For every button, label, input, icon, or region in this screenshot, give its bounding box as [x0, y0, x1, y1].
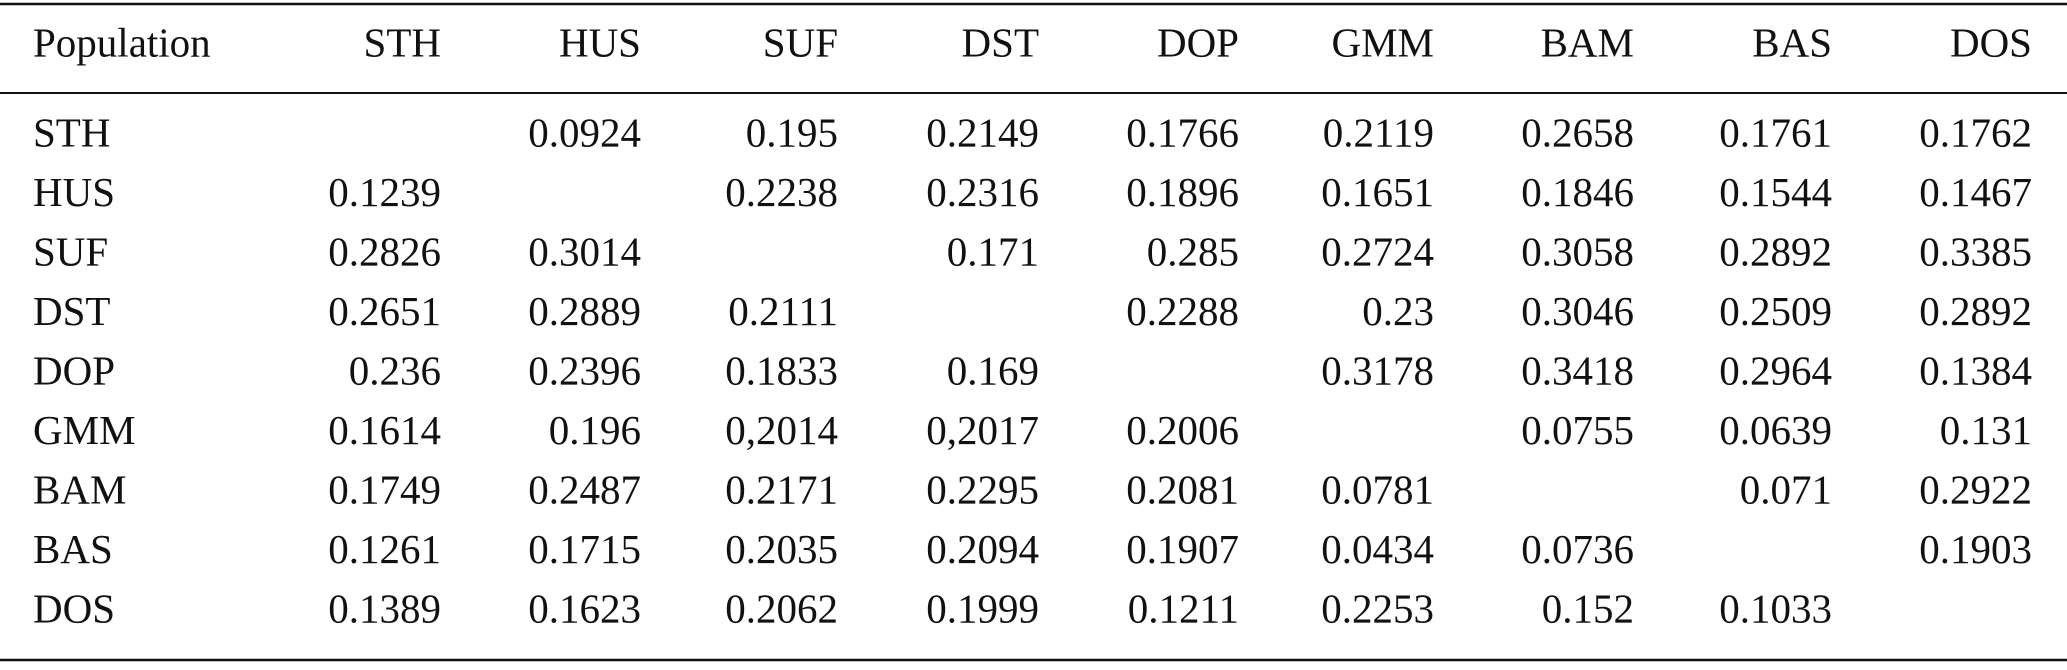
table-cell: 0.3046 — [1521, 288, 1634, 334]
table-cell: 0.2922 — [1919, 466, 2032, 512]
table-cell: 0.1896 — [1126, 169, 1239, 215]
table-cell: 0.2119 — [1323, 109, 1434, 155]
table-cell: 0.1762 — [1919, 109, 2032, 155]
table-cell: 0.1715 — [528, 526, 641, 572]
table-cell: 0.2238 — [725, 169, 838, 215]
table-cell: 0.2892 — [1719, 228, 1832, 274]
table-cell: 0.1211 — [1128, 585, 1239, 631]
table-cell: 0.2149 — [926, 109, 1039, 155]
table-cell: 0.1766 — [1126, 109, 1239, 155]
table-cell: 0.0924 — [528, 109, 641, 155]
table-cell: 0.0434 — [1321, 526, 1434, 572]
table-cell: 0.2651 — [328, 288, 441, 334]
table-cell: 0.3178 — [1321, 347, 1434, 393]
table-cell: 0.3418 — [1521, 347, 1634, 393]
header-cell: GMM — [1331, 19, 1434, 65]
row-label: BAM — [33, 466, 126, 512]
row-label: HUS — [33, 169, 115, 215]
header-cell: BAS — [1752, 19, 1832, 65]
row-label: DST — [33, 288, 110, 334]
table-cell: 0.1239 — [328, 169, 441, 215]
table-cell: 0.1749 — [328, 466, 441, 512]
row-label: BAS — [33, 526, 113, 572]
table-cell: 0.0736 — [1521, 526, 1634, 572]
row-label: STH — [33, 109, 110, 155]
table-cell: 0.2081 — [1126, 466, 1239, 512]
header-cell: SUF — [763, 19, 838, 65]
table-cell: 0.2964 — [1719, 347, 1832, 393]
table-cell: 0.131 — [1940, 407, 2032, 453]
header-cell: Population — [33, 19, 211, 65]
table-cell: 0.2035 — [725, 526, 838, 572]
row-label: GMM — [33, 407, 136, 453]
table-cell: 0.2253 — [1321, 585, 1434, 631]
table-cell: 0.3385 — [1919, 228, 2032, 274]
header-cell: DOS — [1950, 19, 2032, 65]
table-cell: 0.1761 — [1719, 109, 1832, 155]
table-cell: 0.169 — [947, 347, 1039, 393]
table-cell: 0.2295 — [926, 466, 1039, 512]
table-cell: 0.2724 — [1321, 228, 1434, 274]
header-cell: BAM — [1541, 19, 1634, 65]
table-cell: 0,2014 — [725, 407, 838, 453]
table-cell: 0,2017 — [926, 407, 1039, 453]
table-cell: 0.1623 — [528, 585, 641, 631]
table-cell: 0.2171 — [725, 466, 838, 512]
table-cell: 0.1544 — [1719, 169, 1832, 215]
table-cell: 0.2658 — [1521, 109, 1634, 155]
header-cell: STH — [364, 19, 441, 65]
header-cell: DOP — [1157, 19, 1239, 65]
table-cell: 0.285 — [1147, 228, 1239, 274]
table-cell: 0.1833 — [725, 347, 838, 393]
table-cell: 0.2288 — [1126, 288, 1239, 334]
table-cell: 0.1907 — [1126, 526, 1239, 572]
table-cell: 0.0639 — [1719, 407, 1832, 453]
table-cell: 0.2062 — [725, 585, 838, 631]
table-cell: 0.23 — [1362, 288, 1434, 334]
table-cell: 0.1903 — [1919, 526, 2032, 572]
table-cell: 0.2111 — [728, 288, 838, 334]
table-cell: 0.071 — [1740, 466, 1832, 512]
table-cell: 0.1467 — [1919, 169, 2032, 215]
table-cell: 0.2826 — [328, 228, 441, 274]
table-cell: 0.2006 — [1126, 407, 1239, 453]
table-cell: 0.0755 — [1521, 407, 1634, 453]
row-label: DOP — [33, 347, 115, 393]
row-label: DOS — [33, 585, 115, 631]
table-cell: 0.1614 — [328, 407, 441, 453]
table-cell: 0.2889 — [528, 288, 641, 334]
table-cell: 0.171 — [947, 228, 1039, 274]
table-cell: 0.2316 — [926, 169, 1039, 215]
table-cell: 0.0781 — [1321, 466, 1434, 512]
table-cell: 0.2509 — [1719, 288, 1832, 334]
table-cell: 0.2487 — [528, 466, 641, 512]
table-cell: 0.2094 — [926, 526, 1039, 572]
table-cell: 0.1033 — [1719, 585, 1832, 631]
table-cell: 0.1261 — [328, 526, 441, 572]
table-cell: 0.1384 — [1919, 347, 2032, 393]
table-cell: 0.195 — [746, 109, 838, 155]
header-cell: HUS — [559, 19, 641, 65]
table-cell: 0.2892 — [1919, 288, 2032, 334]
table-cell: 0.1999 — [926, 585, 1039, 631]
table-cell: 0.1389 — [328, 585, 441, 631]
table-cell: 0.196 — [549, 407, 641, 453]
header-cell: DST — [962, 19, 1039, 65]
table-cell: 0.1651 — [1321, 169, 1434, 215]
table-cell: 0.152 — [1542, 585, 1634, 631]
table-cell: 0.1846 — [1521, 169, 1634, 215]
table-cell: 0.3058 — [1521, 228, 1634, 274]
table-cell: 0.236 — [349, 347, 441, 393]
row-label: SUF — [33, 228, 108, 274]
table-cell: 0.2396 — [528, 347, 641, 393]
table-cell: 0.3014 — [528, 228, 641, 274]
